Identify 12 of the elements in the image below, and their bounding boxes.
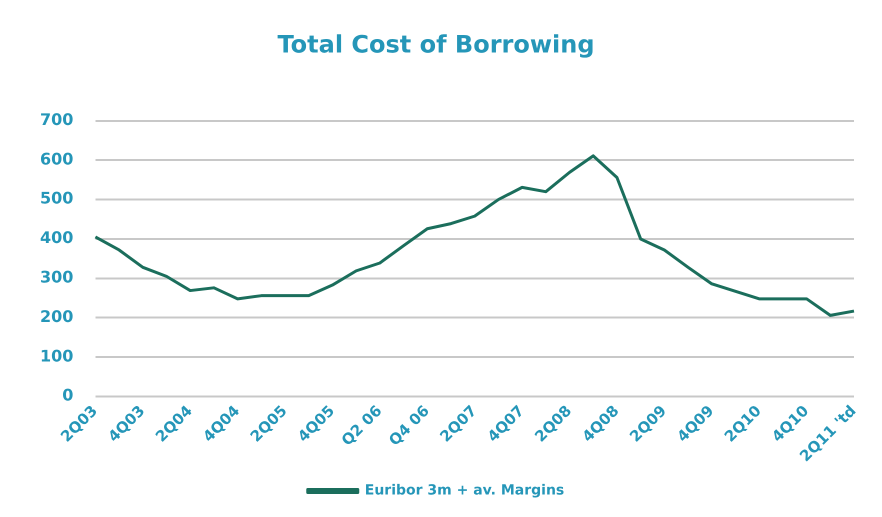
y-tick-label: 0 <box>62 386 74 405</box>
y-tick-label: 700 <box>40 110 74 129</box>
y-tick-label: 600 <box>40 149 74 168</box>
y-tick-label: 100 <box>40 346 74 366</box>
legend-label: Euribor 3m + av. Margins <box>364 482 564 499</box>
chart-title: Total Cost of Borrowing <box>277 30 595 59</box>
x-tick-label: Q4 06 <box>385 402 433 450</box>
y-tick-label: 300 <box>40 268 74 287</box>
x-tick-label: Q2 06 <box>338 402 386 450</box>
y-tick-label: 400 <box>40 228 74 248</box>
y-tick-label: 500 <box>40 188 74 208</box>
y-tick-label: 200 <box>40 306 74 326</box>
